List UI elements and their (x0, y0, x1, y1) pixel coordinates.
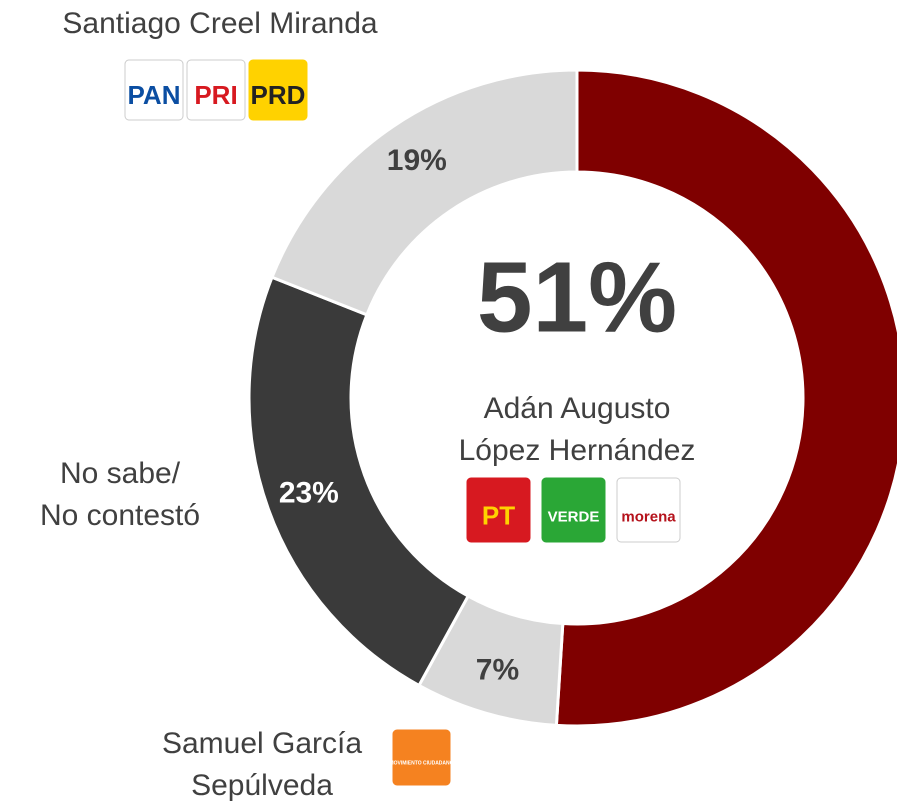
party-logo-text: morena (621, 509, 676, 526)
category-label: No contestó (40, 499, 200, 532)
donut-segment (247, 275, 471, 688)
party-logo-text: MOVIMIENTO CIUDADANO (389, 760, 453, 766)
party-logo (466, 477, 531, 543)
data-label: 19% (387, 144, 447, 177)
party-logo-text: PRI (194, 80, 237, 110)
party-logo (392, 729, 451, 786)
party-logo-text: PRD (251, 80, 306, 110)
category-label: Sepúlveda (191, 769, 333, 802)
party-logo (541, 477, 606, 543)
data-label: 23% (279, 476, 339, 509)
party-logo-text: PAN (128, 80, 181, 110)
party-logo (616, 477, 681, 543)
party-logo (124, 59, 184, 121)
donut-segment (270, 68, 579, 317)
party-logo (248, 59, 308, 121)
party-logo-text: VERDE (548, 509, 600, 526)
party-logo-text: PT (482, 501, 515, 531)
category-label: López Hernández (459, 434, 696, 467)
party-logo (186, 59, 246, 121)
category-label: Adán Augusto (484, 392, 671, 425)
category-label: Santiago Creel Miranda (62, 7, 377, 40)
donut-segment (554, 68, 897, 728)
center-value: 51% (477, 241, 677, 353)
data-label: 7% (476, 654, 519, 687)
category-label: No sabe/ (60, 457, 181, 490)
category-label: Samuel García (162, 727, 362, 760)
